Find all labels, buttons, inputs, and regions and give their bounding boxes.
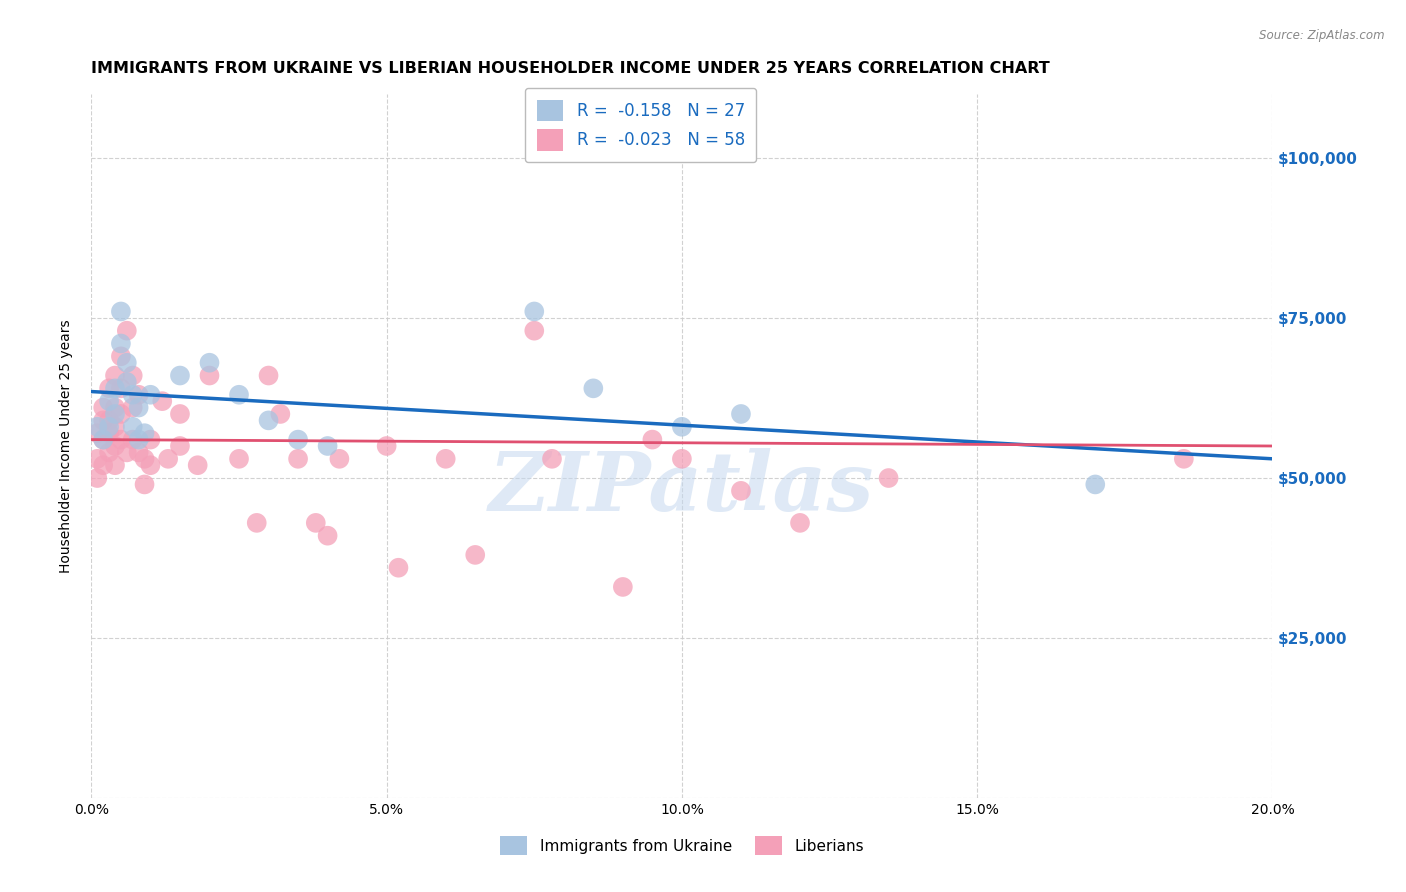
Point	[134, 477, 156, 491]
Point	[86, 426, 108, 441]
Point	[877, 471, 900, 485]
Point	[86, 419, 108, 434]
Point	[115, 375, 138, 389]
Point	[91, 413, 114, 427]
Point	[523, 324, 546, 338]
Text: Source: ZipAtlas.com: Source: ZipAtlas.com	[1260, 29, 1385, 42]
Point	[789, 516, 811, 530]
Point	[246, 516, 269, 530]
Point	[91, 401, 114, 415]
Point	[104, 368, 127, 383]
Point	[110, 304, 132, 318]
Point	[541, 451, 564, 466]
Point	[128, 388, 150, 402]
Point	[98, 381, 121, 395]
Point	[104, 419, 127, 434]
Point	[1084, 477, 1107, 491]
Point	[150, 394, 173, 409]
Point	[104, 458, 127, 473]
Point	[287, 451, 309, 466]
Point	[316, 439, 339, 453]
Point	[169, 368, 191, 383]
Point	[582, 381, 605, 395]
Point	[139, 433, 162, 447]
Point	[434, 451, 457, 466]
Point	[121, 401, 143, 415]
Y-axis label: Householder Income Under 25 years: Householder Income Under 25 years	[59, 319, 73, 573]
Point	[121, 368, 143, 383]
Point	[305, 516, 328, 530]
Point	[98, 394, 121, 409]
Point	[110, 349, 132, 363]
Point	[86, 471, 108, 485]
Legend: Immigrants from Ukraine, Liberians: Immigrants from Ukraine, Liberians	[494, 830, 870, 861]
Point	[104, 401, 127, 415]
Point	[139, 388, 162, 402]
Point	[121, 433, 143, 447]
Point	[91, 458, 114, 473]
Point	[98, 445, 121, 459]
Point	[91, 433, 114, 447]
Point	[139, 458, 162, 473]
Point	[121, 419, 143, 434]
Point	[115, 445, 138, 459]
Point	[316, 529, 339, 543]
Point	[1173, 451, 1195, 466]
Point	[134, 451, 156, 466]
Point	[228, 388, 250, 402]
Point	[128, 401, 150, 415]
Point	[523, 304, 546, 318]
Point	[269, 407, 291, 421]
Point	[110, 433, 132, 447]
Point	[115, 356, 138, 370]
Point	[98, 413, 121, 427]
Text: IMMIGRANTS FROM UKRAINE VS LIBERIAN HOUSEHOLDER INCOME UNDER 25 YEARS CORRELATIO: IMMIGRANTS FROM UKRAINE VS LIBERIAN HOUS…	[91, 61, 1050, 76]
Point	[198, 356, 221, 370]
Point	[169, 439, 191, 453]
Point	[257, 413, 280, 427]
Point	[104, 439, 127, 453]
Point	[86, 451, 108, 466]
Point	[115, 324, 138, 338]
Point	[328, 451, 350, 466]
Point	[730, 407, 752, 421]
Point	[104, 381, 127, 395]
Point	[612, 580, 634, 594]
Point	[228, 451, 250, 466]
Point	[98, 419, 121, 434]
Point	[387, 560, 409, 574]
Point	[134, 426, 156, 441]
Point	[128, 433, 150, 447]
Point	[91, 433, 114, 447]
Point	[110, 381, 132, 395]
Point	[730, 483, 752, 498]
Point	[98, 426, 121, 441]
Point	[169, 407, 191, 421]
Text: ZIPatlas: ZIPatlas	[489, 449, 875, 528]
Point	[157, 451, 180, 466]
Point	[257, 368, 280, 383]
Point	[464, 548, 486, 562]
Point	[121, 388, 143, 402]
Point	[287, 433, 309, 447]
Point	[187, 458, 209, 473]
Point	[671, 419, 693, 434]
Point	[110, 336, 132, 351]
Point	[375, 439, 398, 453]
Point	[104, 407, 127, 421]
Point	[110, 407, 132, 421]
Point	[671, 451, 693, 466]
Point	[198, 368, 221, 383]
Point	[641, 433, 664, 447]
Point	[128, 445, 150, 459]
